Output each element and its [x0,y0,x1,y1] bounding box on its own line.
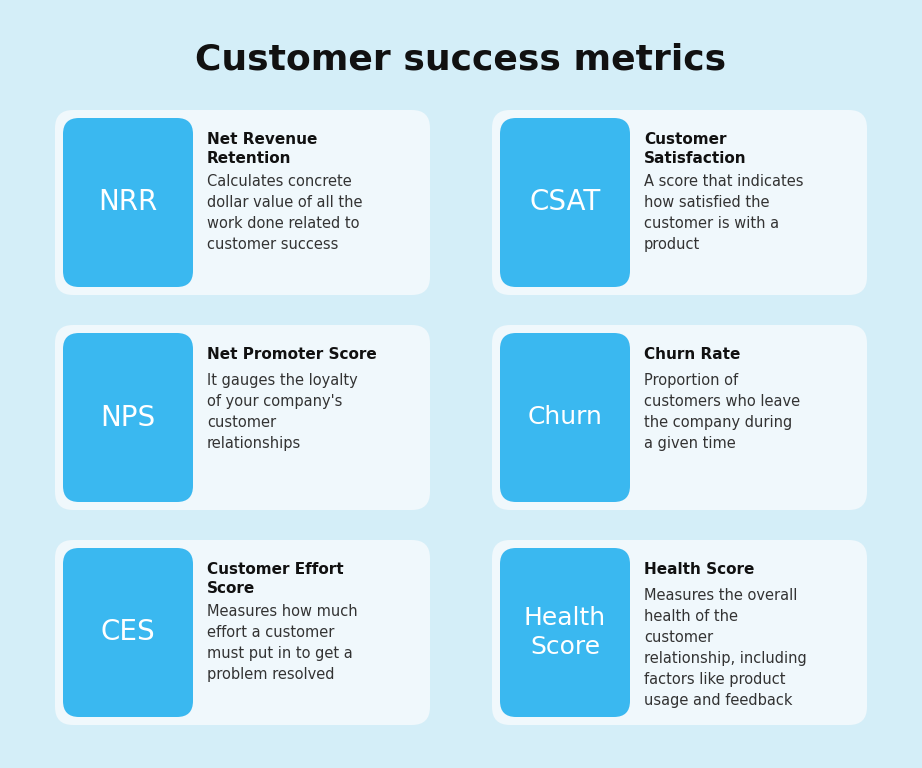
FancyBboxPatch shape [492,540,867,725]
Text: Customer success metrics: Customer success metrics [195,42,727,76]
Text: Health
Score: Health Score [524,606,606,660]
Text: Churn Rate: Churn Rate [644,347,740,362]
Text: Customer
Satisfaction: Customer Satisfaction [644,132,747,166]
FancyBboxPatch shape [500,118,630,287]
Text: CSAT: CSAT [529,188,600,217]
FancyBboxPatch shape [55,325,430,510]
FancyBboxPatch shape [492,110,867,295]
Text: It gauges the loyalty
of your company's
customer
relationships: It gauges the loyalty of your company's … [207,373,358,451]
Text: A score that indicates
how satisfied the
customer is with a
product: A score that indicates how satisfied the… [644,174,803,252]
FancyBboxPatch shape [500,333,630,502]
Text: Customer Effort
Score: Customer Effort Score [207,562,344,596]
FancyBboxPatch shape [500,548,630,717]
FancyBboxPatch shape [63,118,193,287]
Text: NRR: NRR [99,188,158,217]
FancyBboxPatch shape [63,548,193,717]
Text: Measures the overall
health of the
customer
relationship, including
factors like: Measures the overall health of the custo… [644,588,807,708]
FancyBboxPatch shape [55,110,430,295]
Text: Calculates concrete
dollar value of all the
work done related to
customer succes: Calculates concrete dollar value of all … [207,174,362,252]
FancyBboxPatch shape [63,333,193,502]
Text: Net Promoter Score: Net Promoter Score [207,347,377,362]
Text: Health Score: Health Score [644,562,754,577]
FancyBboxPatch shape [492,325,867,510]
FancyBboxPatch shape [55,540,430,725]
Text: Churn: Churn [527,406,602,429]
Text: Net Revenue
Retention: Net Revenue Retention [207,132,317,166]
Text: Proportion of
customers who leave
the company during
a given time: Proportion of customers who leave the co… [644,373,800,451]
Text: CES: CES [100,618,155,647]
Text: Measures how much
effort a customer
must put in to get a
problem resolved: Measures how much effort a customer must… [207,604,358,682]
Text: NPS: NPS [100,403,156,432]
